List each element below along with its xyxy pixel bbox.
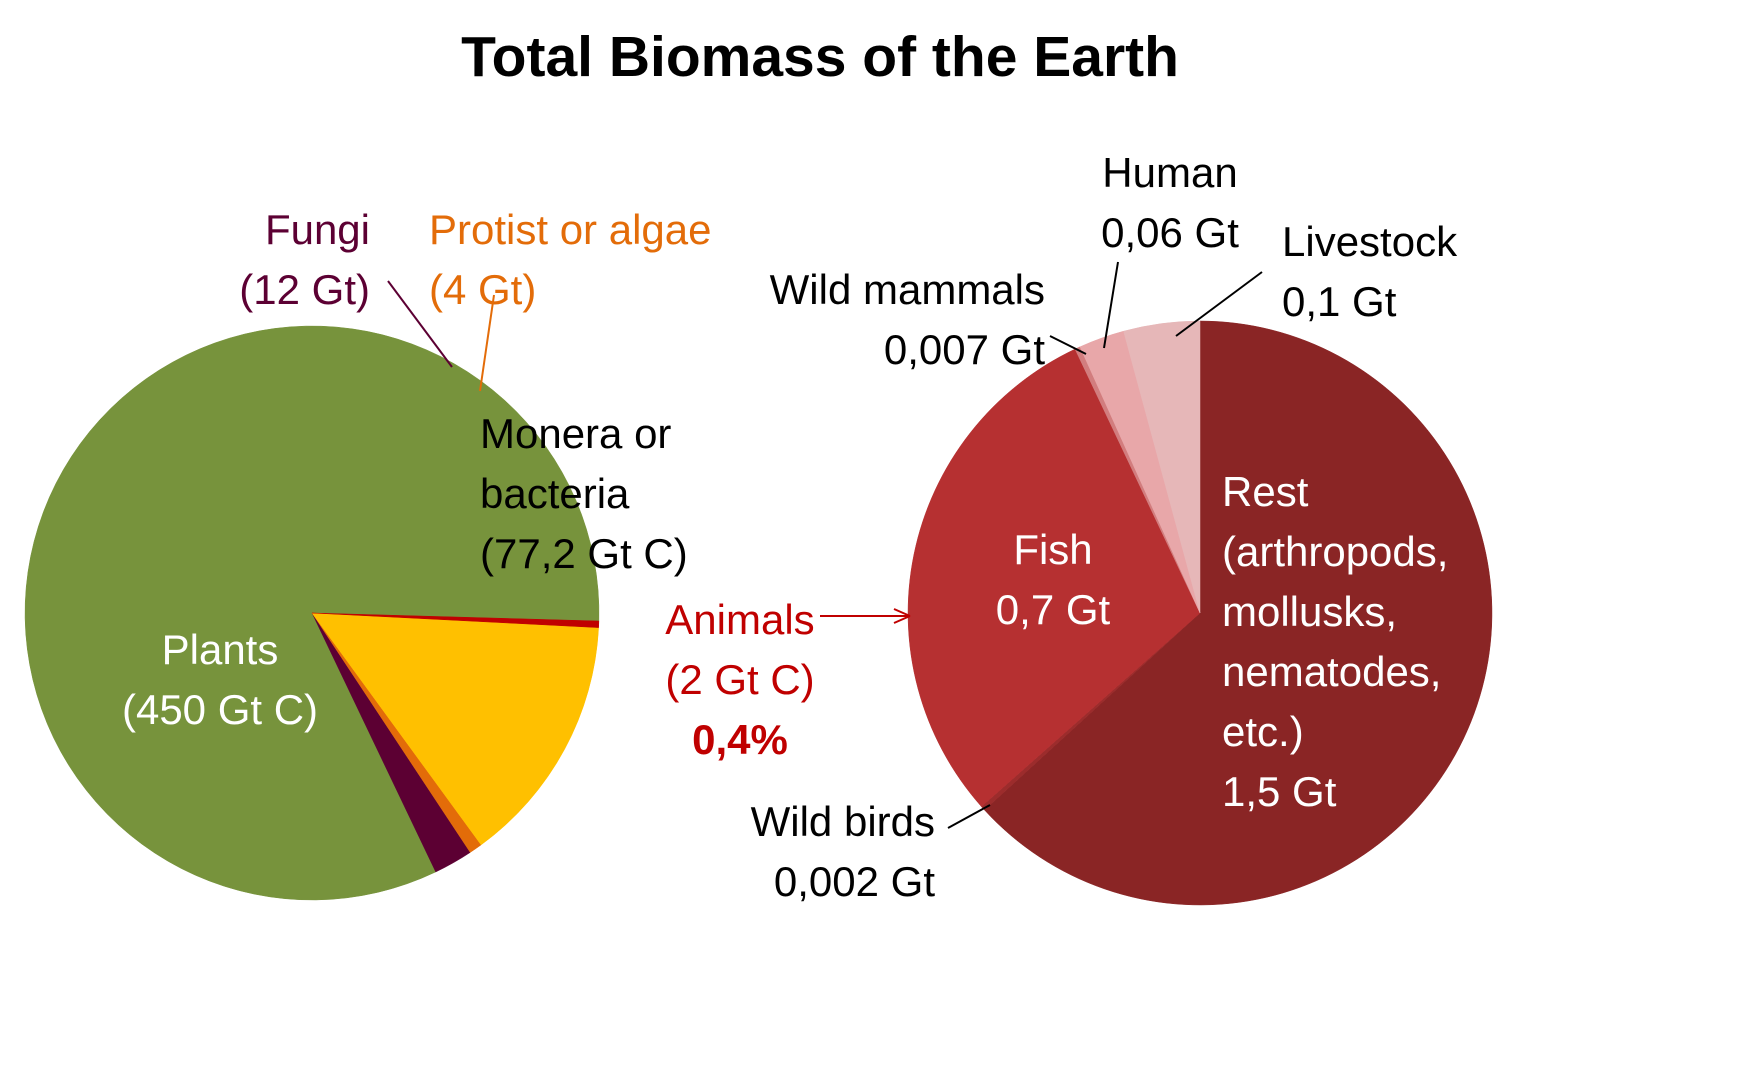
label-fish: Fish 0,7 Gt (995, 526, 1111, 633)
label-wild-birds: Wild birds 0,002 Gt (750, 798, 935, 905)
protist-leader-line (479, 294, 495, 392)
label-rest: Rest (arthropods, mollusks, nematodes, e… (1222, 468, 1449, 815)
livestock-leader-line (1175, 271, 1263, 337)
label-livestock: Livestock 0,1 Gt (1282, 218, 1458, 325)
animals-share: 0,4% (692, 716, 788, 763)
right-slice-fish (907, 348, 1201, 807)
label-plants: Plants (450 Gt C) (121, 626, 319, 733)
right-slice-rest (984, 320, 1493, 906)
label-wild-mammals: Wild mammals 0,007 Gt (769, 266, 1045, 373)
label-protist: Protist or algae (4 Gt) (429, 206, 712, 313)
label-fungi: Fungi (12 Gt) (239, 206, 370, 313)
left-slice-monera (311, 612, 599, 846)
animals-arrow-arrowhead (893, 608, 911, 624)
wild-mammals-leader-line (1049, 335, 1087, 355)
wild-birds-leader-line (947, 804, 991, 829)
label-animals: Animals (2 Gt C) 0,4% (630, 590, 850, 770)
label-human: Human 0,06 Gt (1101, 149, 1239, 256)
leader-lines (387, 261, 1263, 829)
right-slice-livestock (1123, 320, 1201, 614)
pie-chart-animal-biomass (907, 320, 1493, 906)
label-monera: Monera or bacteria (77,2 Gt C) (480, 410, 688, 577)
chart-title: Total Biomass of the Earth (461, 25, 1179, 89)
left-slice-animals (311, 612, 600, 628)
human-leader-line (1103, 261, 1119, 349)
pie-chart-total-biomass (24, 325, 600, 901)
fungi-leader-line (387, 280, 453, 368)
